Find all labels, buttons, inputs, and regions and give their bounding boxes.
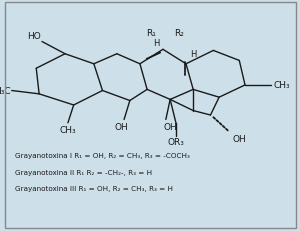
- Text: R₁: R₁: [146, 29, 156, 38]
- Text: Grayanotoxina III R₁ = OH, R₂ = CH₃, R₃ = H: Grayanotoxina III R₁ = OH, R₂ = CH₃, R₃ …: [15, 186, 172, 192]
- Text: OH: OH: [163, 122, 177, 131]
- Text: CH₃: CH₃: [60, 125, 76, 134]
- Text: OH: OH: [114, 122, 128, 131]
- Text: Grayanotoxina I R₁ = OH, R₂ = CH₃, R₃ = -COCH₃: Grayanotoxina I R₁ = OH, R₂ = CH₃, R₃ = …: [15, 152, 190, 158]
- Text: HO: HO: [27, 32, 40, 41]
- Text: CH₃: CH₃: [274, 81, 290, 90]
- Text: OR₃: OR₃: [167, 138, 184, 147]
- Text: H₃C: H₃C: [0, 87, 10, 96]
- Text: OH: OH: [232, 134, 246, 143]
- Text: H: H: [153, 38, 160, 47]
- Text: Grayanotoxina II R₁ R₂ = -CH₂-, R₃ = H: Grayanotoxina II R₁ R₂ = -CH₂-, R₃ = H: [15, 169, 152, 175]
- Text: H: H: [190, 50, 197, 59]
- Text: R₂: R₂: [174, 29, 184, 38]
